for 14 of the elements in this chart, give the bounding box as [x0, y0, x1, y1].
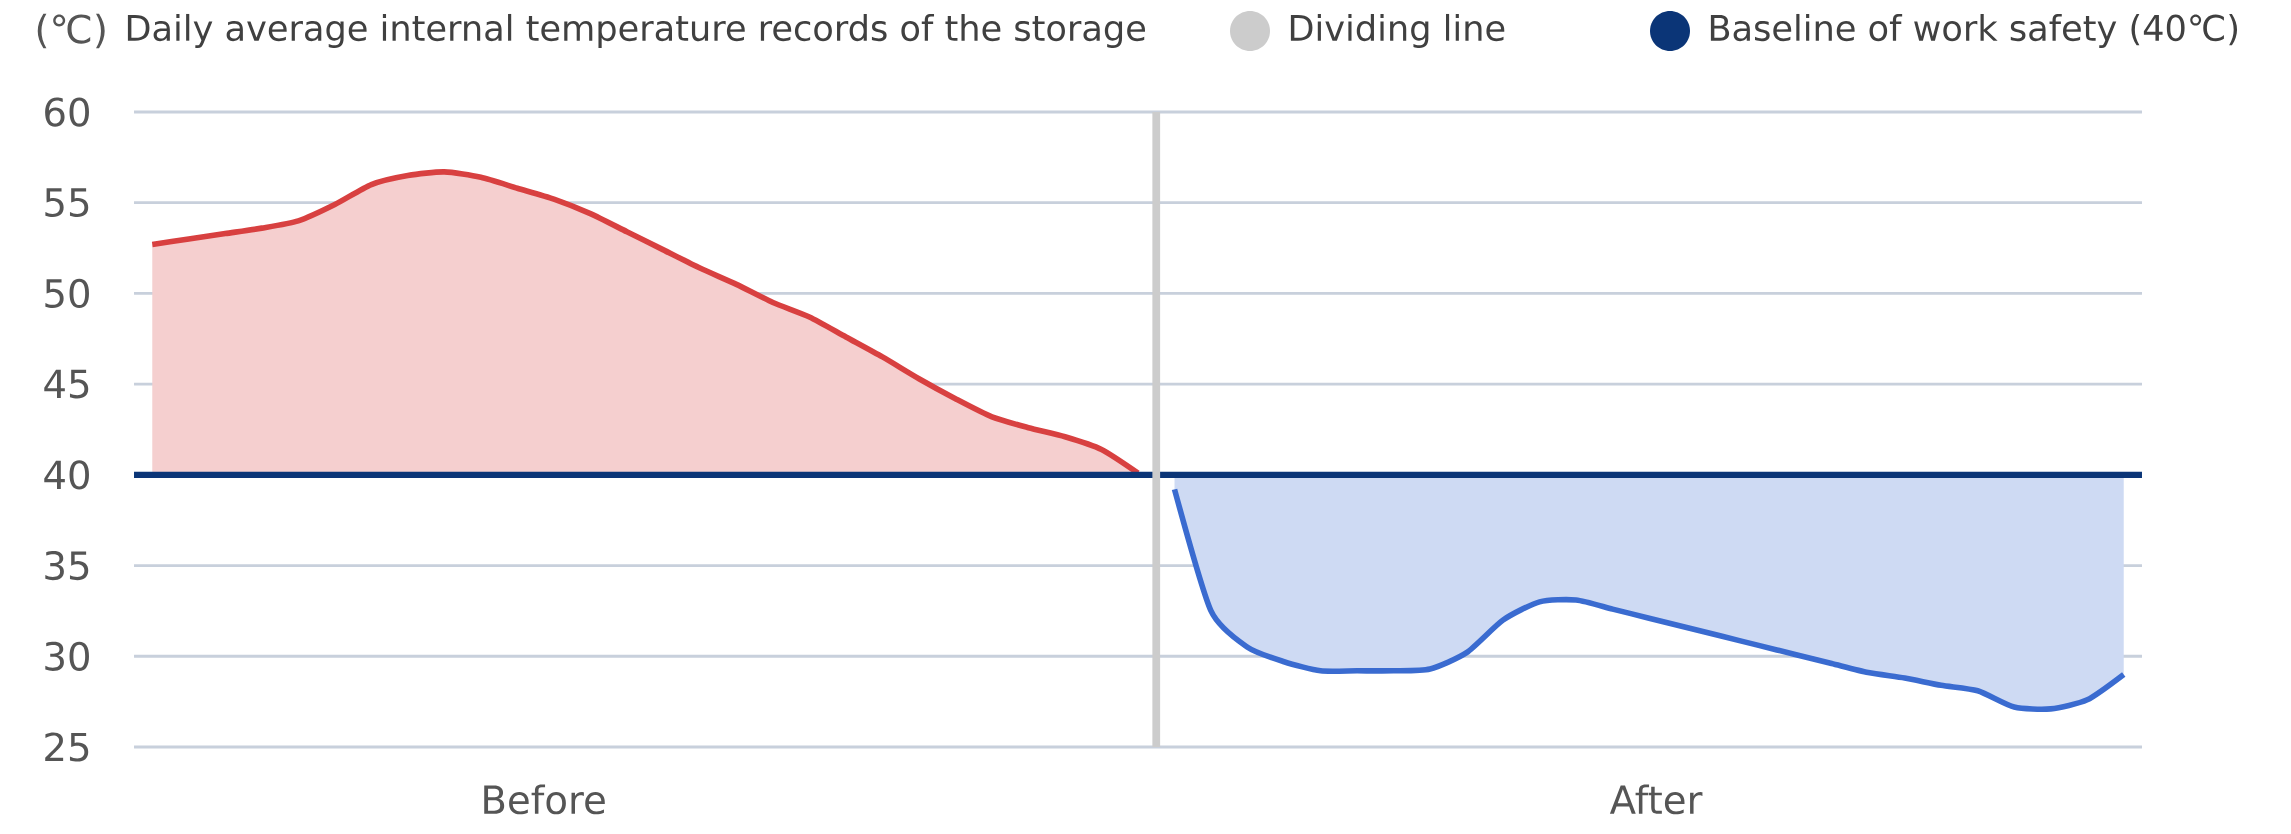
y-tick-label: 55	[45, 188, 89, 218]
y-tick-label: 35	[45, 550, 89, 581]
y-tick-label: 60	[45, 97, 89, 127]
y-axis-title: (℃)	[37, 13, 105, 49]
chart-title: Daily average internal temperature records of the storage	[127, 13, 1146, 49]
y-tick-label: 25	[45, 732, 89, 762]
text: After	[1609, 784, 1703, 815]
y-tick-label: 50	[45, 278, 89, 309]
y-tick-label: 45	[44, 369, 89, 399]
y-tick-label: 40	[44, 460, 89, 490]
legend-label: Baseline of work safety (40℃)	[1710, 13, 2238, 49]
y-tick-label: 30	[45, 641, 89, 671]
text: Dividing line	[1290, 13, 1505, 49]
text: Before	[484, 784, 605, 815]
